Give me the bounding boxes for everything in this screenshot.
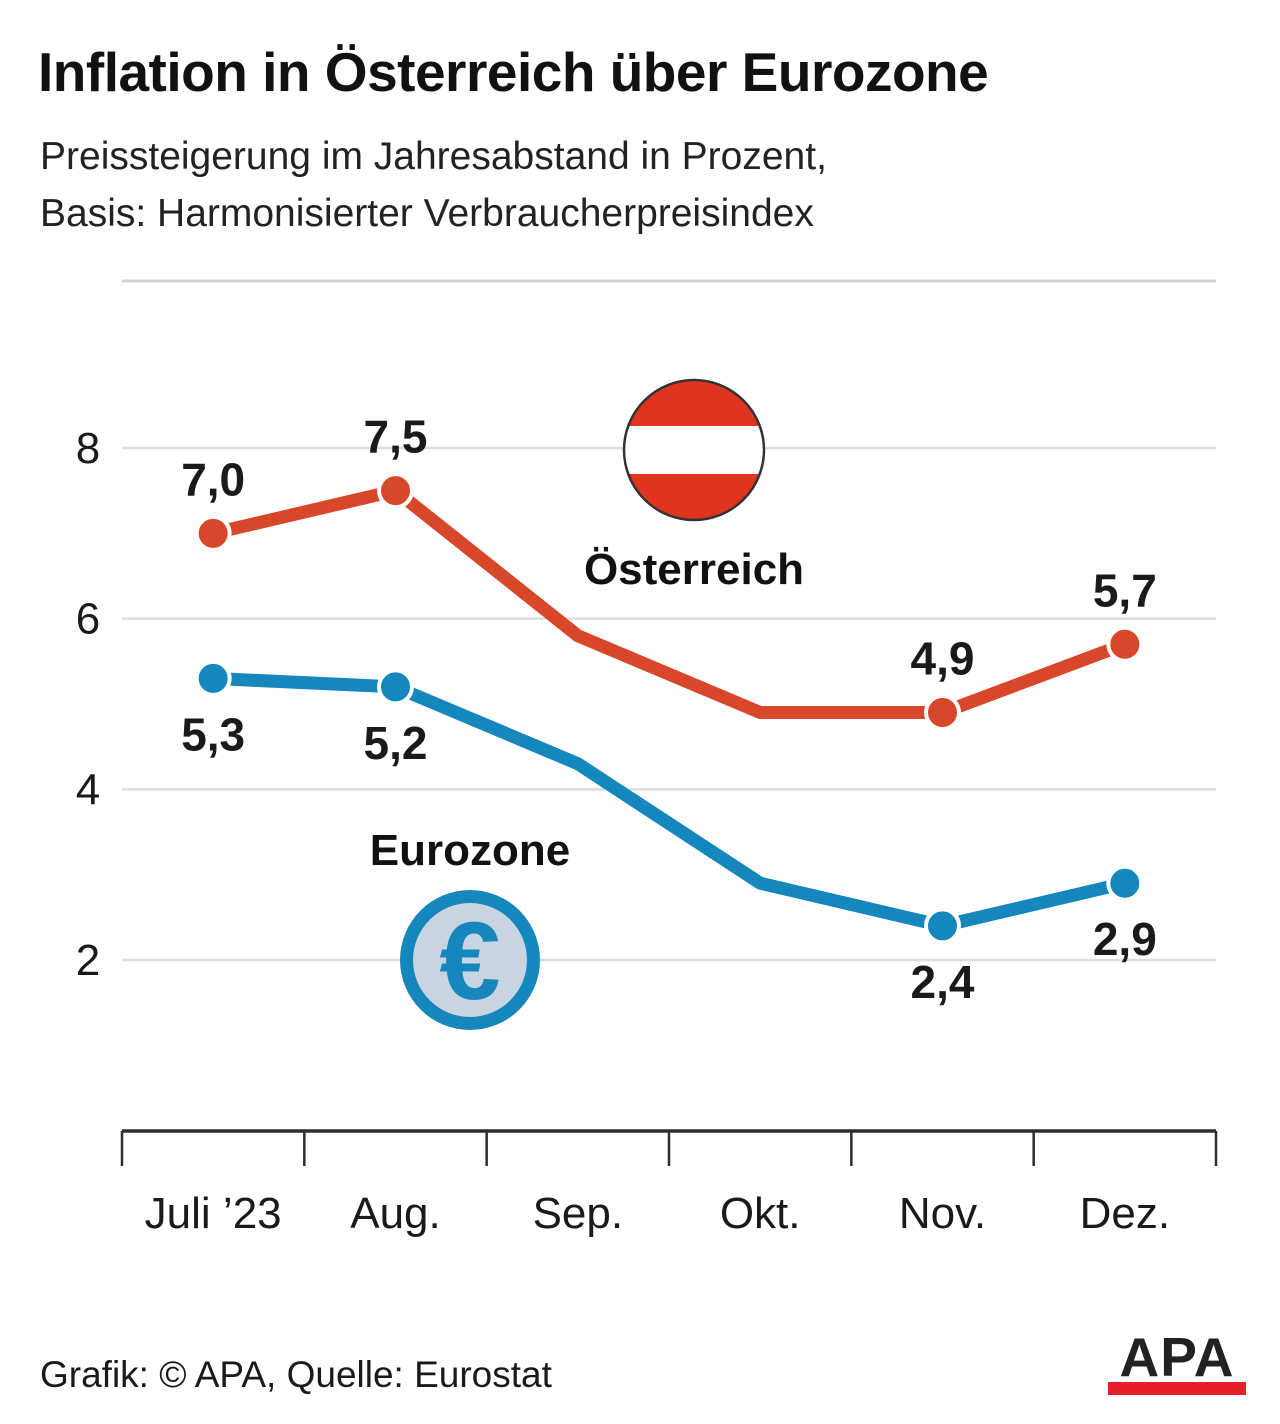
data-point-marker [1106,864,1144,902]
chart-subtitle: Preissteigerung im Jahresabstand in Proz… [40,128,827,242]
data-point-label: 2,9 [1093,913,1157,965]
page-title: Inflation in Österreich über Eurozone [38,41,989,103]
apa-logo-text: APA [1119,1326,1235,1388]
series-line-eurozone [206,671,1132,933]
x-axis-label: Okt. [720,1189,801,1238]
flag-outline [622,378,766,522]
y-axis-tick-label: 8 [76,424,100,473]
data-point-marker [194,659,232,697]
data-point-marker [377,472,414,510]
x-axis-label: Juli ’23 [145,1189,282,1238]
data-point-label: 5,3 [181,708,245,760]
y-axis-tick-label: 4 [76,765,100,814]
subtitle-line-1: Preissteigerung im Jahresabstand in Proz… [40,135,827,178]
subtitle-line-2: Basis: Harmonisierter Verbraucherpreisin… [40,192,814,235]
x-axis-label: Sep. [533,1189,624,1238]
y-axis-tick-label: 6 [76,595,100,644]
euro-coin-icon: € [400,890,540,1030]
data-point-label: 5,7 [1093,564,1157,616]
apa-logo-red-bar [1108,1382,1246,1395]
data-point-marker [924,907,961,945]
data-point-marker [194,514,232,552]
series-label-eurozone: Eurozone [369,826,571,875]
series-line-österreich [206,484,1132,720]
austria-flag-icon [622,378,766,522]
data-point-label: 4,9 [911,633,975,685]
flag-white-band [624,426,764,474]
source-credit: Grafik: © APA, Quelle: Eurostat [40,1354,552,1395]
data-point-label: 7,5 [364,411,428,463]
euro-symbol: € [439,900,500,1023]
x-axis-label: Aug. [350,1189,441,1238]
series-label-austria: Österreich [583,545,805,594]
data-point-label: 2,4 [911,956,975,1008]
data-point-label: 5,2 [364,717,428,769]
apa-logo: APA [1108,1330,1246,1395]
data-point-label: 7,0 [181,453,245,505]
x-axis-label: Dez. [1080,1189,1170,1238]
data-point-marker [924,694,961,732]
y-axis-tick-label: 2 [76,936,100,985]
data-point-marker [1106,625,1144,663]
data-point-marker [377,668,414,706]
euro-inner-circle [413,903,527,1017]
x-axis-label: Nov. [899,1189,986,1238]
